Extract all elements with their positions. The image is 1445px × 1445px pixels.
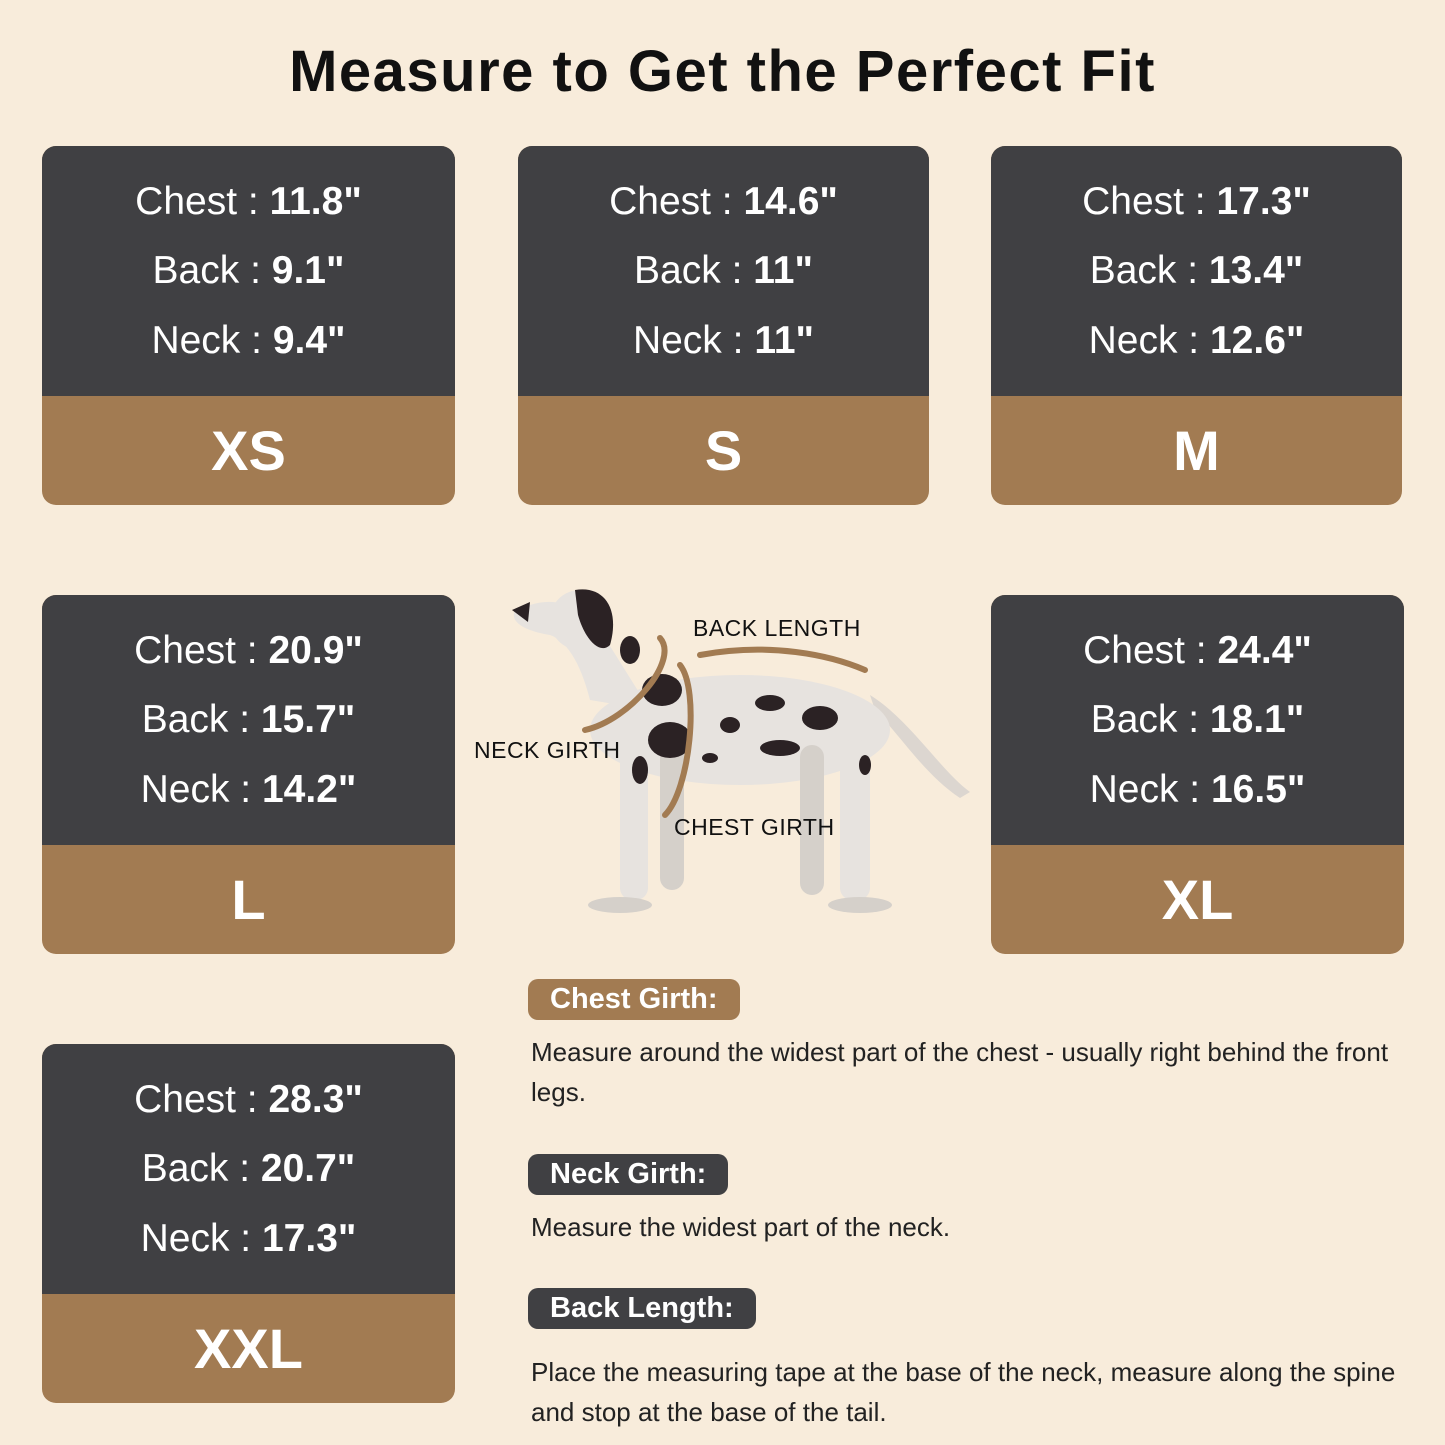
back-measurement: Back : 15.7": [142, 698, 356, 742]
size-label: L: [231, 868, 266, 931]
chest-girth-heading: Chest Girth:: [528, 979, 740, 1020]
chest-label: Chest :: [134, 628, 269, 672]
neck-value: 14.2": [261, 767, 357, 811]
chest-value: 14.6": [743, 179, 838, 223]
back-measurement: Back : 18.1": [1091, 698, 1305, 742]
neck-value: 9.4": [272, 318, 346, 362]
chest-girth-label: CHEST GIRTH: [674, 814, 835, 840]
size-label: S: [704, 419, 743, 482]
size-card-xxl: Chest : 28.3" Back : 20.7" Neck : 17.3" XXL: [42, 1044, 455, 1403]
neck-label: Neck :: [1088, 318, 1210, 362]
neck-measurement: Neck : 14.2": [141, 768, 357, 812]
chest-label: Chest :: [134, 1077, 269, 1121]
size-card-s: Chest : 14.6" Back : 11" Neck : 11" S: [518, 146, 929, 505]
measurements-panel: Chest : 24.4" Back : 18.1" Neck : 16.5": [991, 595, 1404, 845]
chest-value: 24.4": [1217, 628, 1312, 672]
back-value: 13.4": [1208, 249, 1304, 292]
neck-label: Neck :: [140, 767, 262, 811]
size-label: XS: [211, 419, 286, 482]
measurements-panel: Chest : 17.3" Back : 13.4" Neck : 12.6": [991, 146, 1402, 396]
back-value: 20.7": [260, 1147, 356, 1190]
neck-measurement: Neck : 16.5": [1090, 768, 1306, 812]
back-label: Back :: [1089, 249, 1209, 292]
neck-value: 16.5": [1210, 767, 1306, 811]
chest-measurement: Chest : 17.3": [1082, 180, 1311, 224]
chest-measurement: Chest : 20.9": [134, 629, 363, 673]
size-card-m: Chest : 17.3" Back : 13.4" Neck : 12.6" M: [991, 146, 1402, 505]
size-card-xl: Chest : 24.4" Back : 18.1" Neck : 16.5" XL: [991, 595, 1404, 954]
neck-measurement: Neck : 9.4": [151, 319, 345, 363]
back-length-heading: Back Length:: [528, 1288, 756, 1329]
back-value: 15.7": [260, 698, 356, 741]
neck-measurement: Neck : 12.6": [1089, 319, 1305, 363]
neck-label: Neck :: [151, 318, 273, 362]
chest-measurement: Chest : 24.4": [1083, 629, 1312, 673]
chest-value: 17.3": [1216, 179, 1311, 223]
back-value: 18.1": [1209, 698, 1305, 741]
back-label: Back :: [141, 698, 261, 741]
page-title: Measure to Get the Perfect Fit: [289, 39, 1156, 104]
back-label: Back :: [152, 249, 272, 292]
neck-value: 17.3": [261, 1216, 357, 1260]
chest-label: Chest :: [135, 179, 270, 223]
measurements-panel: Chest : 14.6" Back : 11" Neck : 11": [518, 146, 929, 396]
chest-label: Chest :: [1082, 179, 1217, 223]
dalmatian-illustration: [512, 589, 970, 913]
back-label: Back :: [634, 249, 754, 292]
neck-girth-text: Measure the widest part of the neck.: [531, 1212, 951, 1242]
back-value: 11": [753, 249, 813, 292]
back-measurement: Back : 20.7": [142, 1147, 356, 1191]
neck-label: Neck :: [632, 318, 755, 362]
neck-label: Neck :: [1089, 767, 1211, 811]
size-card-l: Chest : 20.9" Back : 15.7" Neck : 14.2" L: [42, 595, 455, 954]
back-measurement: Back : 11": [634, 249, 813, 293]
chest-value: 28.3": [268, 1077, 363, 1121]
back-length-text: Place the measuring tape at the base of …: [531, 1357, 1396, 1427]
neck-girth-heading: Neck Girth:: [528, 1154, 729, 1195]
chest-measurement: Chest : 28.3": [134, 1078, 363, 1122]
neck-girth-label: NECK GIRTH: [474, 737, 621, 763]
chest-label: Chest :: [609, 179, 744, 223]
chest-value: 20.9": [268, 628, 363, 672]
back-measurement: Back : 9.1": [153, 249, 345, 293]
back-label: Back :: [1090, 698, 1210, 741]
neck-measurement: Neck : 11": [633, 319, 814, 363]
back-length-label: BACK LENGTH: [693, 615, 861, 641]
chest-measurement: Chest : 14.6": [609, 180, 838, 224]
size-card-xs: Chest : 11.8" Back : 9.1" Neck : 9.4" XS: [42, 146, 455, 505]
measurements-panel: Chest : 20.9" Back : 15.7" Neck : 14.2": [42, 595, 455, 845]
back-value: 9.1": [271, 249, 345, 292]
back-measurement: Back : 13.4": [1090, 249, 1304, 293]
measurements-panel: Chest : 28.3" Back : 20.7" Neck : 17.3": [42, 1044, 455, 1294]
chest-girth-text: Measure around the widest part of the ch…: [531, 1037, 1389, 1107]
size-label: XL: [1161, 868, 1234, 931]
neck-value: 12.6": [1209, 318, 1305, 362]
size-label: XXL: [194, 1317, 303, 1380]
neck-value: 11": [754, 318, 815, 362]
chest-label: Chest :: [1083, 628, 1218, 672]
back-label: Back :: [141, 1147, 261, 1190]
neck-label: Neck :: [140, 1216, 262, 1260]
measurements-panel: Chest : 11.8" Back : 9.1" Neck : 9.4": [42, 146, 455, 396]
neck-measurement: Neck : 17.3": [141, 1217, 357, 1261]
size-label: M: [1173, 419, 1220, 482]
chest-value: 11.8": [269, 179, 362, 223]
chest-measurement: Chest : 11.8": [135, 180, 362, 224]
